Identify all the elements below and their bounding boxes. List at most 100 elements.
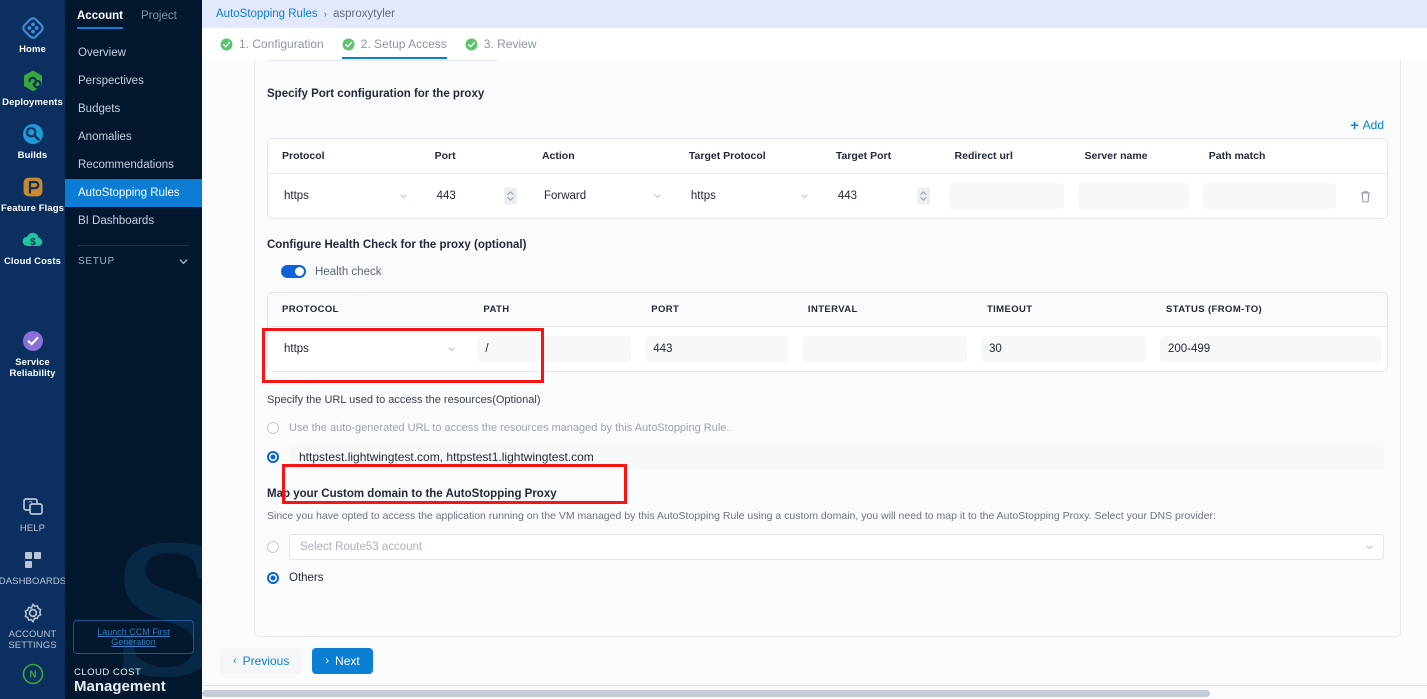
protocol-select[interactable]: https [276, 183, 415, 209]
route53-radio[interactable] [267, 541, 279, 553]
custom-url-radio[interactable] [267, 451, 279, 463]
nav-divider [78, 245, 189, 246]
hc-interval-input[interactable] [801, 336, 967, 362]
avatar[interactable]: N [0, 657, 65, 693]
rail-item-deployments[interactable]: Deployments [0, 61, 65, 114]
previous-button[interactable]: ‹ Previous [220, 648, 303, 674]
th-target-protocol: Target Protocol [674, 139, 822, 174]
tab-review[interactable]: 3. Review [465, 37, 536, 59]
rail-label-cloud-costs: Cloud Costs [3, 256, 62, 267]
rail-item-home[interactable]: Home [0, 8, 65, 61]
nav-tab-project[interactable]: Project [141, 10, 177, 22]
horizontal-scrollbar-thumb[interactable] [202, 690, 1210, 697]
sidebar-item-setup[interactable]: SETUP [65, 246, 202, 267]
cell-hc-status: 200-499 [1151, 326, 1387, 371]
chevron-right-icon: › [325, 655, 330, 667]
th-port: Port [420, 139, 528, 174]
breadcrumb-root-link[interactable]: AutoStopping Rules [216, 8, 318, 20]
deployments-icon [23, 70, 42, 92]
nav-scope-tabs: Account Project [65, 0, 202, 29]
spinner-icon[interactable] [916, 187, 930, 205]
tab-configuration[interactable]: 1. Configuration [220, 37, 324, 59]
hc-path-input[interactable]: / [477, 336, 632, 362]
tab-setup-access[interactable]: 2. Setup Access [341, 37, 447, 59]
wizard-step-tabs: 1. Configuration 2. Setup Access 3. Revi… [202, 28, 1427, 60]
auto-url-radio[interactable] [267, 422, 279, 434]
rail-item-account-settings[interactable]: ACCOUNT SETTINGS [0, 593, 65, 657]
tab-configuration-label: 1. Configuration [239, 37, 324, 51]
table-row: https / 443 [268, 326, 1387, 371]
health-check-toggle[interactable] [281, 265, 306, 278]
rail-bottom-group: ? HELP DASHBOARDS ACCOUNT SETTINGS [0, 487, 66, 699]
custom-domain-description: Since you have opted to access the appli… [267, 510, 1216, 522]
rail-item-cloud-costs[interactable]: $ Cloud Costs [0, 220, 65, 273]
check-circle-icon [465, 38, 478, 50]
sidebar-item-budgets[interactable]: Budgets [78, 103, 121, 115]
ccm-brand-line2: Management [74, 678, 166, 695]
chevron-down-icon [179, 259, 188, 265]
th-redirect-url: Redirect url [940, 139, 1071, 174]
spinner-icon[interactable] [503, 187, 517, 205]
next-button[interactable]: › Next [312, 648, 373, 674]
target-port-stepper[interactable]: 443 [829, 183, 935, 209]
chevron-down-icon [801, 194, 808, 198]
trash-icon[interactable] [1359, 189, 1372, 204]
horizontal-scrollbar[interactable] [202, 685, 1427, 699]
action-select[interactable]: Forward [535, 183, 669, 209]
breadcrumb-current: asproxytyler [333, 8, 395, 20]
service-reliability-icon [22, 331, 43, 351]
th-hc-path: PATH [469, 293, 638, 327]
sidebar-item-recommendations[interactable]: Recommendations [78, 159, 174, 171]
th-hc-timeout: TIMEOUT [972, 293, 1152, 327]
rail-item-feature-flags[interactable]: Feature Flags [0, 167, 65, 220]
custom-url-input[interactable]: httpstest.lightwingtest.com, httpstest1.… [289, 444, 1384, 470]
others-radio[interactable] [267, 572, 279, 584]
cell-hc-protocol: https [268, 326, 470, 371]
port-config-grid: Protocol Port Action Target Protocol Tar… [268, 139, 1387, 218]
sidebar-item-bi-dashboards[interactable]: BI Dashboards [78, 215, 155, 227]
cell-target-protocol: https [674, 173, 822, 218]
home-diamond-icon [21, 17, 44, 39]
ccm-brand: CLOUD COST Management [74, 667, 166, 695]
sidebar-setup-label: SETUP [78, 256, 115, 267]
launch-ccm-first-generation-button[interactable]: Launch CCM First Generation [73, 620, 194, 654]
route53-account-placeholder: Select Route53 account [300, 541, 423, 553]
cell-path-match [1194, 173, 1342, 218]
route53-account-select[interactable]: Select Route53 account [289, 534, 1384, 560]
rail-item-builds[interactable]: Builds [0, 114, 65, 167]
port-stepper[interactable]: 443 [428, 183, 522, 209]
add-port-button[interactable]: + Add [1350, 118, 1384, 132]
cell-redirect-url [940, 173, 1071, 218]
rail-item-help[interactable]: ? HELP [0, 487, 65, 540]
redirect-url-input[interactable] [948, 183, 1065, 209]
hc-timeout-input[interactable]: 30 [980, 336, 1146, 362]
th-hc-protocol: PROTOCOL [268, 293, 470, 327]
hc-status-input[interactable]: 200-499 [1159, 336, 1381, 362]
sidebar-item-perspectives[interactable]: Perspectives [78, 75, 144, 87]
form-scroll-area: Specify Port configuration for the proxy… [202, 60, 1427, 685]
breadcrumb-separator-icon: › [323, 8, 327, 20]
sidebar-item-autostopping-rules[interactable]: AutoStopping Rules [65, 179, 202, 207]
nav-tab-account[interactable]: Account [77, 10, 123, 29]
account-nav-panel: S Account Project Overview Perspectives … [65, 0, 202, 699]
route53-option-row: Select Route53 account [267, 534, 1388, 560]
hc-protocol-select[interactable]: https [276, 336, 464, 362]
th-actions [1341, 139, 1387, 174]
target-protocol-select[interactable]: https [682, 183, 816, 209]
rail-item-service-reliability[interactable]: Service Reliability [0, 321, 65, 385]
server-name-input[interactable] [1078, 183, 1189, 209]
target-port-value: 443 [837, 190, 858, 202]
sidebar-item-anomalies[interactable]: Anomalies [78, 131, 132, 143]
rail-label-feature-flags: Feature Flags [0, 203, 65, 214]
rail-item-dashboards[interactable]: DASHBOARDS [0, 540, 66, 593]
cell-port: 443 [420, 173, 528, 218]
path-match-input[interactable] [1202, 183, 1336, 209]
health-check-grid: PROTOCOL PATH PORT INTERVAL TIMEOUT STAT… [268, 293, 1387, 371]
port-add-row: + Add [267, 118, 1388, 132]
dashboards-icon [24, 552, 41, 568]
th-target-port: Target Port [821, 139, 941, 174]
sidebar-item-overview[interactable]: Overview [78, 47, 126, 59]
hc-port-input[interactable]: 443 [645, 336, 788, 362]
th-path-match: Path match [1194, 139, 1342, 174]
